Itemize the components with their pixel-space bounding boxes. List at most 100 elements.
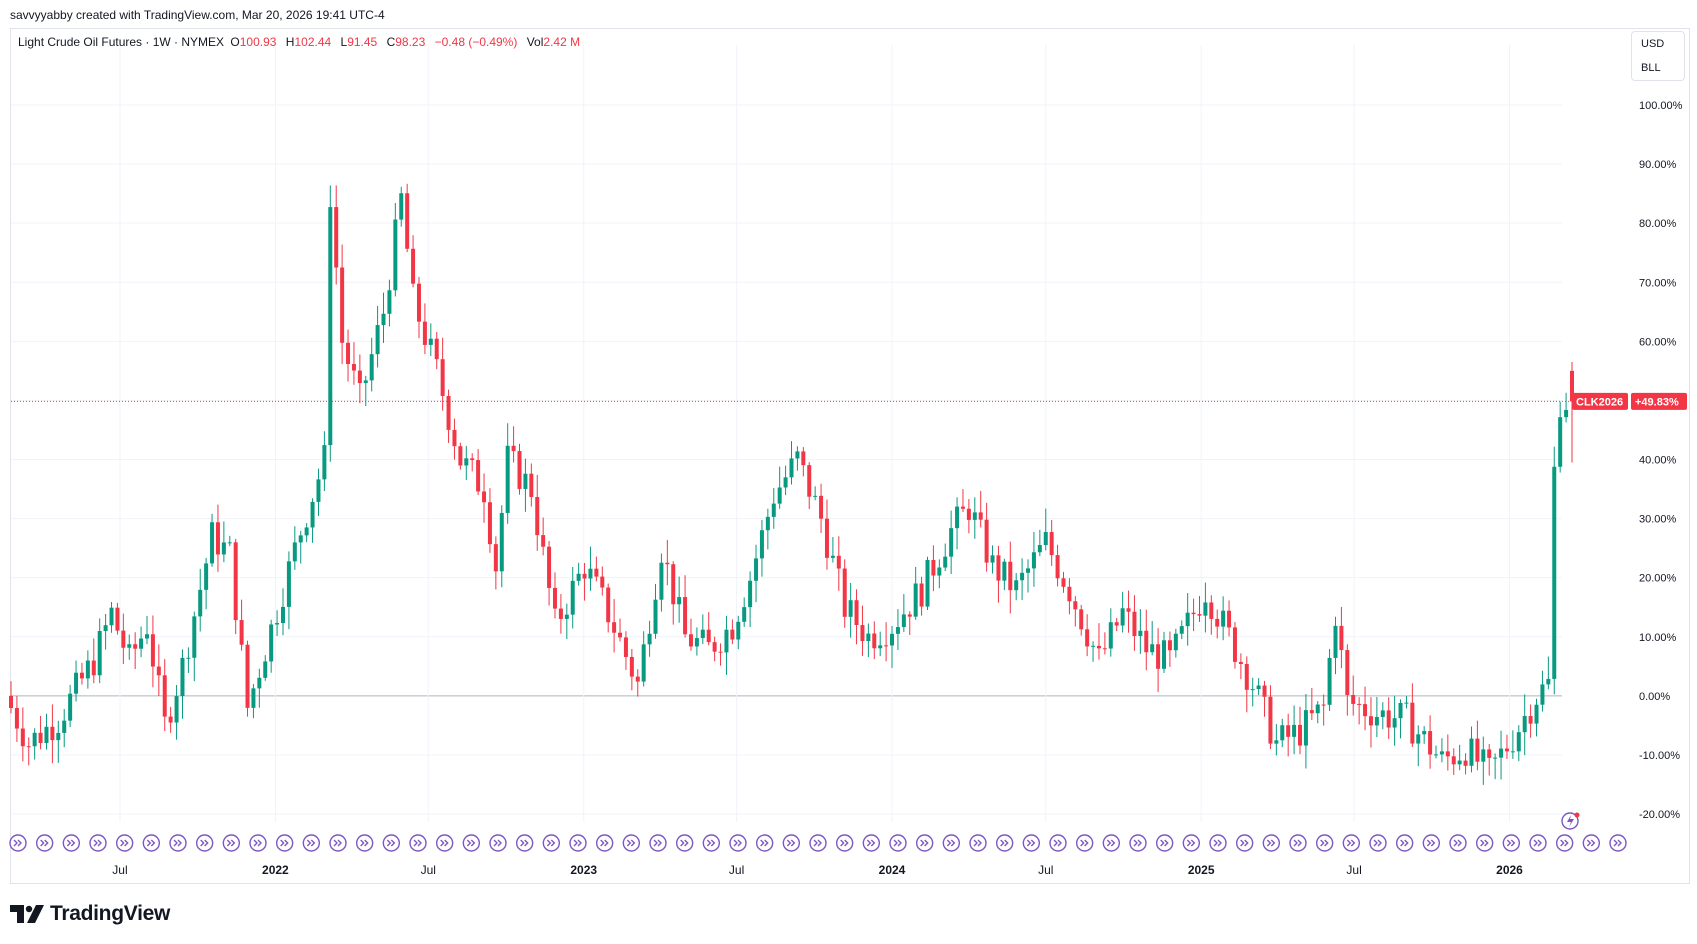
dividend-event-icon[interactable] [195,834,214,852]
currency-label[interactable]: USD [1641,38,1665,50]
dividend-event-icon[interactable] [1369,834,1387,852]
dividend-event-icon[interactable] [222,834,241,852]
candle-body [115,607,120,631]
dividend-event-icon[interactable] [62,834,81,852]
event-markers[interactable] [9,812,1627,852]
dividend-event-icon[interactable] [515,834,534,852]
dividend-event-icon[interactable] [569,834,587,852]
dividend-event-icon[interactable] [835,834,854,852]
dividend-event-icon[interactable] [862,834,881,852]
dividend-event-icon[interactable] [1155,834,1174,852]
y-tick-label: 10.00% [1639,632,1677,644]
dividend-event-icon[interactable] [1049,834,1067,852]
dividend-event-icon[interactable] [942,834,961,852]
candle-body [836,555,841,569]
dividend-event-icon[interactable] [249,834,267,852]
dividend-event-icon[interactable] [1022,834,1041,852]
dividend-event-icon[interactable] [169,834,187,852]
candle-body [748,580,753,608]
dividend-event-icon[interactable] [275,834,294,852]
dividend-event-icon[interactable] [729,834,747,852]
dividend-event-icon[interactable] [409,834,427,852]
dividend-event-icon[interactable] [915,834,934,852]
candle-body [931,559,936,576]
dividend-event-icon[interactable] [809,834,827,852]
dividend-event-icon[interactable] [142,834,161,852]
dividend-event-icon[interactable] [1342,834,1361,852]
dividend-event-icon[interactable] [782,834,801,852]
tradingview-logo[interactable]: TradingView [10,902,170,926]
dividend-event-icon[interactable] [995,834,1014,852]
dividend-event-icon[interactable] [302,834,321,852]
dividend-event-icon[interactable] [1475,834,1494,852]
flash-event-icon[interactable] [1561,812,1580,830]
dividend-event-icon[interactable] [889,834,907,852]
candle-body [1457,760,1462,765]
dividend-event-icon[interactable] [462,834,481,852]
dividend-event-icon[interactable] [1502,834,1521,852]
candle-body [192,616,197,658]
dividend-event-icon[interactable] [35,834,54,852]
dividend-event-icon[interactable] [649,834,667,852]
candle-body [1499,748,1504,758]
dividend-event-icon[interactable] [755,834,774,852]
dividend-event-icon[interactable] [1529,834,1547,852]
dividend-event-icon[interactable] [382,834,401,852]
unit-label[interactable]: BLL [1641,62,1661,74]
price-axis[interactable]: 100.00%90.00%80.00%70.00%60.00%50.00%40.… [1639,100,1683,821]
y-tick-label: 100.00% [1639,100,1683,112]
candle-body [1061,578,1066,587]
candle-body [1191,612,1196,615]
dividend-event-icon[interactable] [1422,834,1441,852]
dividend-event-icon[interactable] [702,834,721,852]
dividend-event-icon[interactable] [1609,834,1627,852]
dividend-event-icon[interactable] [542,834,561,852]
dividend-event-icon[interactable] [1235,834,1254,852]
candle-body [558,608,563,619]
price-tag: CLK2026 +49.83% [1572,392,1687,410]
currency-unit-selector[interactable]: USD BLL [1631,31,1685,81]
dividend-event-icon[interactable] [1582,834,1601,852]
dividend-event-icon[interactable] [1555,834,1574,852]
candle-body [1156,644,1161,669]
dividend-event-icon[interactable] [435,834,454,852]
candle-body [458,446,463,466]
dividend-event-icon[interactable] [1315,834,1334,852]
candle-body [1173,633,1178,651]
dividend-event-icon[interactable] [595,834,614,852]
candle-body [688,634,693,647]
dividend-event-icon[interactable] [1102,834,1121,852]
candle-body [1132,611,1137,636]
symbol-name[interactable]: Light Crude Oil Futures · 1W · NYMEX [18,35,225,49]
volume-label: Vol [526,35,544,49]
dividend-event-icon[interactable] [1182,834,1201,852]
dividend-event-icon[interactable] [1449,834,1467,852]
candle-body [1416,734,1421,744]
dividend-event-icon[interactable] [1395,834,1414,852]
dividend-event-icon[interactable] [675,834,694,852]
dividend-event-icon[interactable] [1289,834,1307,852]
candle-body [322,445,327,480]
candle-body [9,695,13,708]
high-label: H [285,35,295,49]
dividend-event-icon[interactable] [9,834,27,852]
dividend-event-icon[interactable] [969,834,987,852]
change-value: −0.48 (−0.49%) [434,35,518,49]
candle-body [416,283,421,322]
time-axis[interactable]: Jul 2022 Jul 2023 Jul 2024 Jul 2025 Jul 2026 [112,863,1523,877]
dividend-event-icon[interactable] [1209,834,1227,852]
dividend-event-icon[interactable] [489,834,507,852]
dividend-event-icon[interactable] [622,834,641,852]
candle-body [334,207,339,268]
dividend-event-icon[interactable] [1075,834,1094,852]
dividend-event-icon[interactable] [1262,834,1281,852]
dividend-event-icon[interactable] [89,834,107,852]
dividend-event-icon[interactable] [329,834,347,852]
candle-body [1292,724,1297,737]
dividend-event-icon[interactable] [115,834,134,852]
dividend-event-icon[interactable] [355,834,374,852]
dividend-event-icon[interactable] [1129,834,1147,852]
candle-body [813,495,818,497]
x-tick-label: Jul [729,863,744,877]
